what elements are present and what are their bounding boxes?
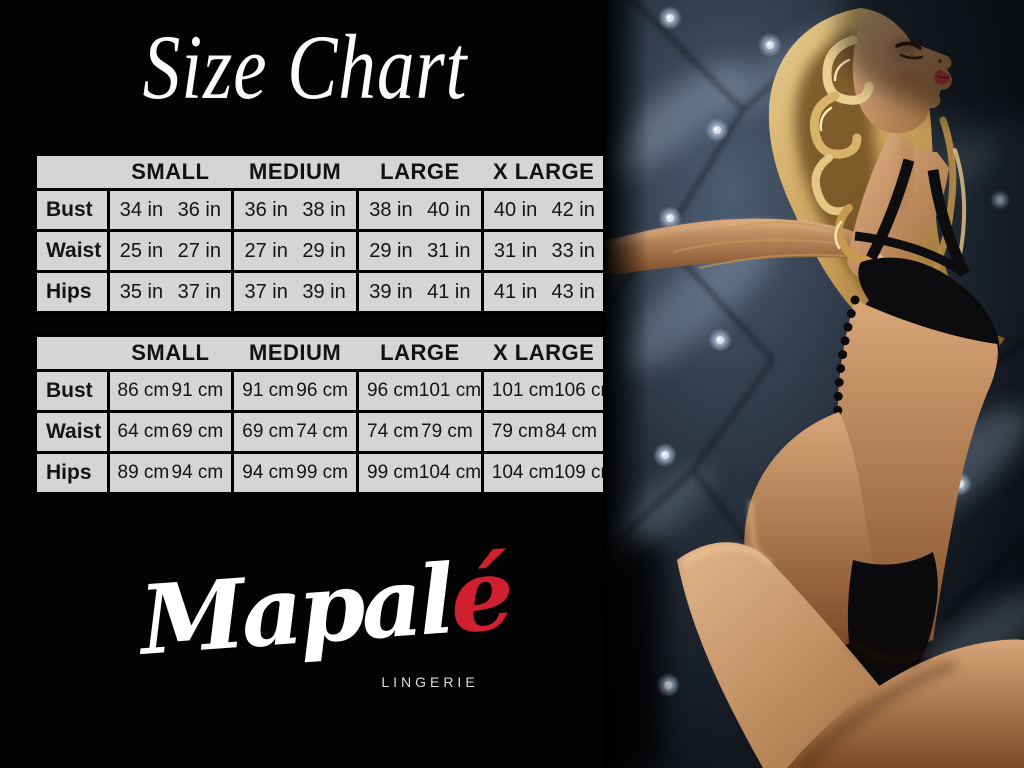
size-value-cell: 41 in 43 in	[480, 270, 609, 315]
measurement-label: Bust	[33, 369, 110, 413]
table-row: Waist 64 cm 69 cm 69 cm 74 cm 74 cm 79 cm 7…	[33, 410, 609, 454]
size-value-cell: 34 in 36 in	[106, 188, 235, 232]
lace-bra	[858, 257, 1000, 363]
model-calf	[787, 639, 1024, 768]
size-value-cell: 99 cm 104 cm	[356, 451, 484, 496]
size-value-cell: 35 in 37 in	[106, 270, 235, 315]
brand-logo: Mapalé	[122, 534, 528, 677]
size-value-cell: 94 cm 99 cm	[231, 451, 359, 496]
size-column-header: SMALL	[108, 335, 233, 372]
measurement-label: Bust	[33, 188, 110, 232]
measurement-label: Hips	[33, 270, 110, 315]
table-row: Hips 89 cm 94 cm 94 cm 99 cm 99 cm 104 cm 1…	[33, 451, 609, 496]
table-row: Waist 25 in 27 in 27 in 29 in 29 in 31 in 3…	[33, 229, 609, 273]
size-column-header: SMALL	[108, 154, 233, 191]
table-row: Hips 35 in 37 in 37 in 39 in 39 in 41 in 41…	[33, 270, 609, 315]
size-column-header: X LARGE	[482, 154, 607, 191]
photo-vignette	[603, 0, 1024, 768]
table-row: Bust 86 cm 91 cm 91 cm 96 cm 96 cm 101 cm 1…	[33, 369, 609, 413]
size-value-cell: 27 in 29 in	[231, 229, 359, 273]
measurement-label: Waist	[33, 229, 110, 273]
size-value-cell: 31 in 33 in	[480, 229, 609, 273]
size-value-cell: 39 in 41 in	[356, 270, 484, 315]
size-value-cell: 86 cm 91 cm	[106, 369, 235, 413]
brand-tagline: LINGERIE	[381, 674, 479, 690]
size-value-cell: 36 in 38 in	[231, 188, 359, 232]
size-column-header: LARGE	[357, 335, 483, 372]
halter-straps	[854, 158, 970, 277]
corner-cell	[35, 154, 108, 191]
brand-name: Mapalé	[136, 534, 514, 677]
header-row: SMALL MEDIUM LARGE X LARGE	[35, 154, 607, 191]
size-column-header: X LARGE	[482, 335, 607, 372]
size-column-header: LARGE	[357, 154, 483, 191]
size-value-cell: 79 cm 84 cm	[480, 410, 609, 454]
measurement-label: Waist	[33, 410, 110, 454]
size-value-cell: 38 in 40 in	[356, 188, 484, 232]
size-value-cell: 40 in 42 in	[480, 188, 609, 232]
size-value-cell: 89 cm 94 cm	[106, 451, 235, 496]
table-row: Bust 34 in 36 in 36 in 38 in 38 in 40 in 40…	[33, 188, 609, 232]
size-column-header: MEDIUM	[232, 335, 358, 372]
header-row: SMALL MEDIUM LARGE X LARGE	[35, 335, 607, 372]
size-value-cell: 69 cm 74 cm	[231, 410, 359, 454]
hair-strands	[672, 221, 846, 269]
size-value-cell: 64 cm 69 cm	[106, 410, 235, 454]
model-arm	[603, 218, 876, 276]
size-value-cell: 96 cm 101 cm	[356, 369, 484, 413]
size-value-cell: 29 in 31 in	[356, 229, 484, 273]
size-column-header: MEDIUM	[232, 154, 358, 191]
measurement-label: Hips	[33, 451, 110, 496]
size-value-cell: 25 in 27 in	[106, 229, 235, 273]
size-value-cell: 37 in 39 in	[231, 270, 359, 315]
model-photo	[603, 0, 1024, 768]
corner-cell	[35, 335, 108, 372]
size-value-cell: 74 cm 79 cm	[356, 410, 484, 454]
page-title: Size Chart	[142, 16, 468, 118]
size-table-inches: SMALL MEDIUM LARGE X LARGE Bust 34 in 36 …	[33, 152, 609, 315]
size-value-cell: 91 cm 96 cm	[231, 369, 359, 413]
size-table-centimeters: SMALL MEDIUM LARGE X LARGE Bust 86 cm 91 …	[33, 333, 609, 496]
brand-name-accent: é	[446, 534, 514, 657]
